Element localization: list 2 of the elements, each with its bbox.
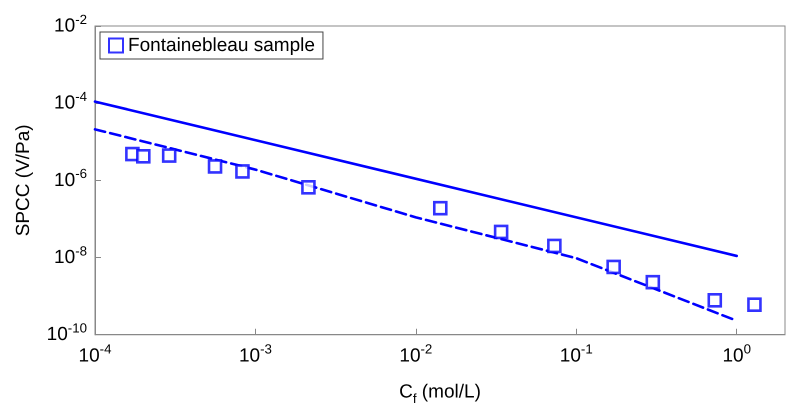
y-axis-title: SPCC (V/Pa) [13,124,34,236]
legend-label: Fontainebleau sample [128,35,315,56]
